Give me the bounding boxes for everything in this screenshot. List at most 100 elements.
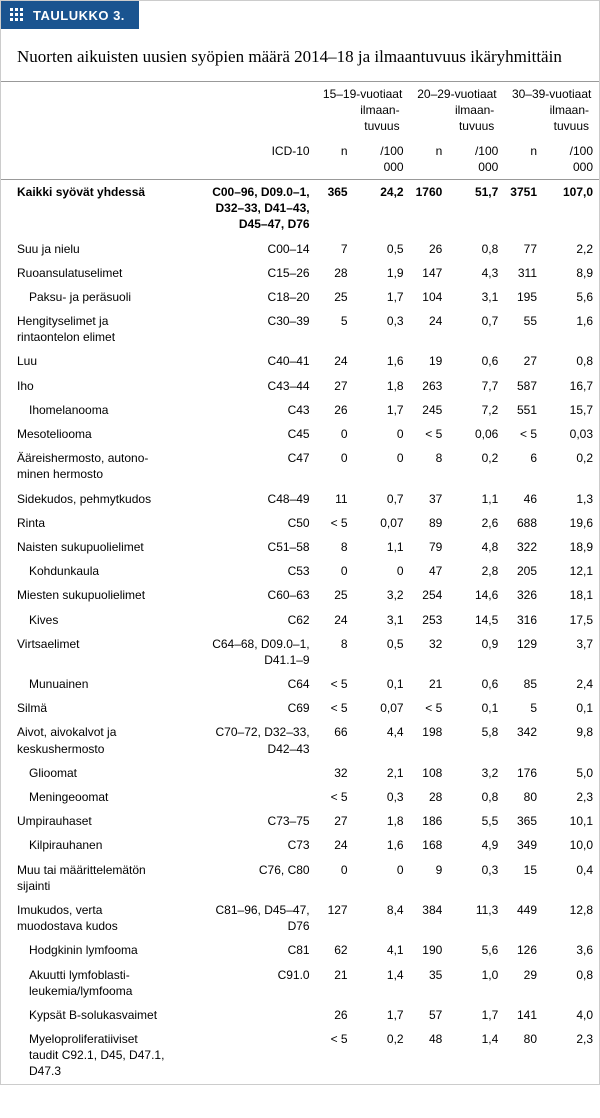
cell-rate: 11,3 (448, 898, 504, 938)
cell-n: 24 (316, 349, 354, 373)
cell-rate: 15,7 (543, 398, 599, 422)
cell-rate: 0,2 (354, 1027, 410, 1084)
cell-rate: 3,1 (448, 285, 504, 309)
table-row: RintaC50< 50,07892,668819,6 (1, 511, 599, 535)
cell-rate: 0 (354, 422, 410, 446)
cell-rate: 0 (354, 446, 410, 486)
row-label: Sidekudos, pehmytkudos (1, 487, 206, 511)
cell-n: 5 (316, 309, 354, 349)
cell-rate: 0,8 (448, 785, 504, 809)
cell-n: 0 (316, 858, 354, 898)
row-label: Kypsät B-solukasvaimet (1, 1003, 206, 1027)
col-group-15-19: 15–19-vuotiaat ilmaan- tuvuus (316, 82, 410, 139)
table-tab: TAULUKKO 3. (1, 1, 139, 29)
cell-n: 55 (504, 309, 543, 349)
cell-n: 26 (316, 398, 354, 422)
cell-rate: 1,1 (448, 487, 504, 511)
cell-rate: 7,7 (448, 374, 504, 398)
row-label: Rinta (1, 511, 206, 535)
cell-rate: 0,07 (354, 511, 410, 535)
cell-n: 587 (504, 374, 543, 398)
table-container: TAULUKKO 3. Nuorten aikuisten uusien syö… (0, 0, 600, 1085)
table-row: Sidekudos, pehmytkudosC48–49110,7371,146… (1, 487, 599, 511)
cell-n: 176 (504, 761, 543, 785)
cell-rate: 2,4 (543, 672, 599, 696)
cell-rate: 19,6 (543, 511, 599, 535)
cell-rate: 0,8 (543, 349, 599, 373)
table-row: Imukudos, verta muodostava kudosC81–96, … (1, 898, 599, 938)
cell-n: 190 (410, 938, 449, 962)
cell-n: 449 (504, 898, 543, 938)
row-label: Ihomelanooma (1, 398, 206, 422)
cell-rate: 3,6 (543, 938, 599, 962)
cell-n: 21 (410, 672, 449, 696)
cell-n: 129 (504, 632, 543, 672)
row-label: Aivot, aivokalvot ja keskushermosto (1, 720, 206, 760)
cell-n: 27 (316, 809, 354, 833)
row-label: Iho (1, 374, 206, 398)
cell-n: 62 (316, 938, 354, 962)
cell-n: < 5 (316, 785, 354, 809)
cell-n: 11 (316, 487, 354, 511)
table-row: RuoansulatuselimetC15–26281,91474,33118,… (1, 261, 599, 285)
row-label: Hengityselimet ja rintaontelon elimet (1, 309, 206, 349)
cell-n: 24 (316, 608, 354, 632)
cell-rate: 4,9 (448, 833, 504, 857)
cell-n: 24 (316, 833, 354, 857)
cell-rate: 0,1 (543, 696, 599, 720)
row-icd: C18–20 (206, 285, 316, 309)
cell-n: 147 (410, 261, 449, 285)
table-icon (9, 7, 25, 23)
cell-rate: 0,03 (543, 422, 599, 446)
cell-n: < 5 (316, 672, 354, 696)
table-title: Nuorten aikuisten uusien syöpien määrä 2… (1, 29, 599, 81)
row-label: Ruoansulatuselimet (1, 261, 206, 285)
cell-n: 79 (410, 535, 449, 559)
cell-rate: 0,7 (448, 309, 504, 349)
row-icd: C45 (206, 422, 316, 446)
row-icd (206, 761, 316, 785)
table-row: MesotelioomaC4500< 50,06< 50,03 (1, 422, 599, 446)
cell-n: 26 (316, 1003, 354, 1027)
cell-n: 8 (316, 632, 354, 672)
cell-n: 263 (410, 374, 449, 398)
row-icd: C81–96, D45–47, D76 (206, 898, 316, 938)
row-label: Ääreishermosto, autono- minen hermosto (1, 446, 206, 486)
row-label: Hodgkinin lymfooma (1, 938, 206, 962)
cell-rate: 8,4 (354, 898, 410, 938)
cell-n: 245 (410, 398, 449, 422)
row-label: Virtsaelimet (1, 632, 206, 672)
cell-rate: 5,6 (543, 285, 599, 309)
table-row: Ääreishermosto, autono- minen hermostoC4… (1, 446, 599, 486)
cell-n: < 5 (316, 511, 354, 535)
row-icd: C43–44 (206, 374, 316, 398)
row-icd: C43 (206, 398, 316, 422)
cell-rate: 17,5 (543, 608, 599, 632)
row-label: Myeloproliferatiiviset taudit C92.1, D45… (1, 1027, 206, 1084)
cell-rate: 8,9 (543, 261, 599, 285)
row-label: Glioomat (1, 761, 206, 785)
cell-rate: 2,6 (448, 511, 504, 535)
col-group-20-29: 20–29-vuotiaat ilmaan- tuvuus (410, 82, 505, 139)
cell-rate: 0,07 (354, 696, 410, 720)
row-icd: C73 (206, 833, 316, 857)
table-row: Hodgkinin lymfoomaC81624,11905,61263,6 (1, 938, 599, 962)
cell-rate: 3,2 (354, 583, 410, 607)
cell-n: 89 (410, 511, 449, 535)
table-row: Suu ja nieluC00–1470,5260,8772,2 (1, 237, 599, 261)
cell-rate: 1,9 (354, 261, 410, 285)
cell-rate: 4,1 (354, 938, 410, 962)
row-icd: C91.0 (206, 963, 316, 1003)
table-row: UmpirauhasetC73–75271,81865,536510,1 (1, 809, 599, 833)
cell-rate: 12,1 (543, 559, 599, 583)
cell-n: 25 (316, 583, 354, 607)
cell-n: 66 (316, 720, 354, 760)
cell-n: 7 (316, 237, 354, 261)
cell-n: 8 (316, 535, 354, 559)
cell-rate: 3,2 (448, 761, 504, 785)
row-icd: C30–39 (206, 309, 316, 349)
table-row: Kaikki syövät yhdessäC00–96, D09.0–1, D3… (1, 179, 599, 236)
cell-rate: 0,1 (448, 696, 504, 720)
cell-n: 5 (504, 696, 543, 720)
row-label: Luu (1, 349, 206, 373)
